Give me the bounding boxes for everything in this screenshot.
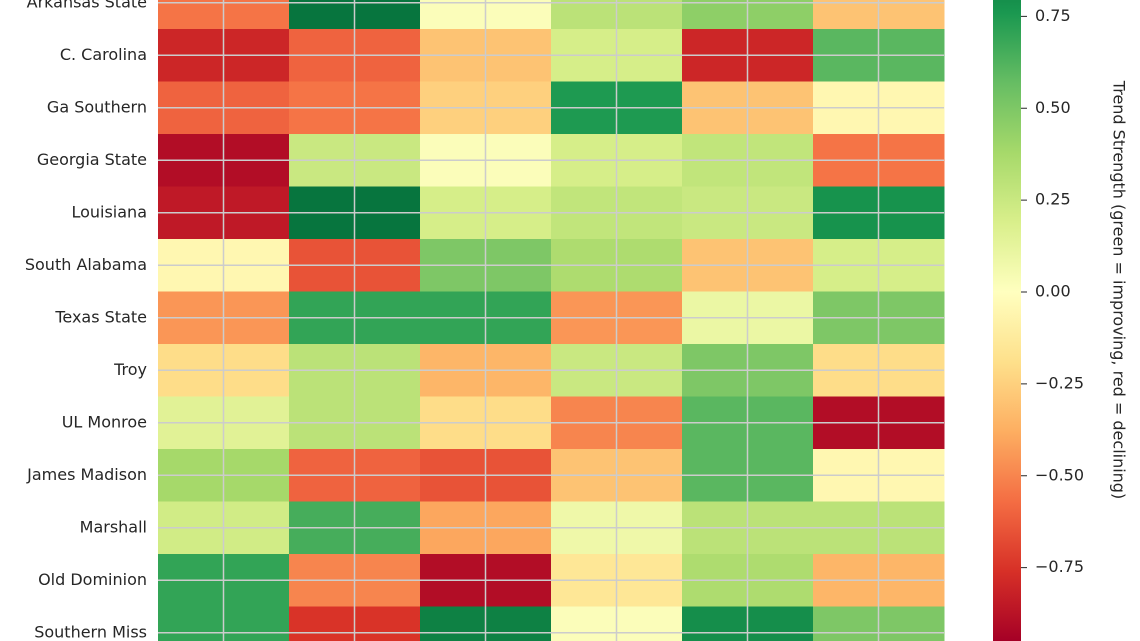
colorbar-tick-label: 0.25: [1035, 190, 1071, 209]
colorbar-tick-label: 0.50: [1035, 98, 1071, 117]
y-tick-label: Georgia State: [37, 150, 147, 169]
colorbar-tick-label: −0.50: [1035, 465, 1084, 484]
y-tick-label: Old Dominion: [38, 570, 147, 589]
y-tick-label: Southern Miss: [34, 622, 147, 641]
y-tick-label: Ga Southern: [47, 97, 147, 116]
y-tick-label: South Alabama: [25, 255, 147, 274]
colorbar-tick-label: 0.75: [1035, 6, 1071, 25]
y-tick-label: Marshall: [80, 517, 147, 536]
y-tick-label: C. Carolina: [60, 45, 147, 64]
y-tick-label: James Madison: [26, 465, 147, 484]
y-tick-label: UL Monroe: [62, 412, 147, 431]
colorbar-tick-label: 0.00: [1035, 282, 1071, 301]
y-tick-label: Texas State: [54, 307, 147, 326]
colorbar-tick-label: −0.75: [1035, 557, 1084, 576]
y-tick-label: Arkansas State: [27, 0, 147, 11]
colorbar: [993, 0, 1021, 641]
colorbar-tick-label: −0.25: [1035, 373, 1084, 392]
colorbar-label: Trend Strength (green = improving, red =…: [1110, 80, 1129, 499]
y-tick-label: Troy: [113, 360, 147, 379]
y-tick-label: Louisiana: [71, 202, 147, 221]
